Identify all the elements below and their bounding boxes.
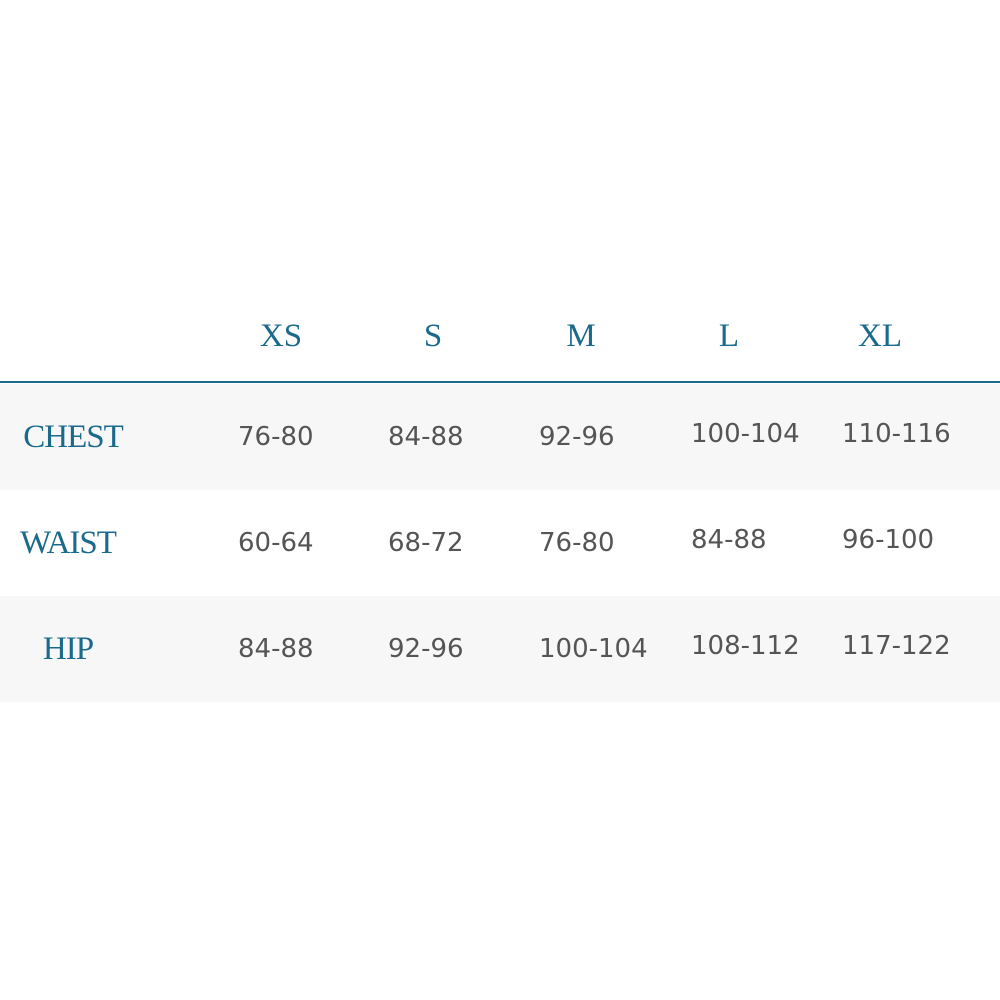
table-cell: 84-88 — [388, 422, 464, 452]
table-cell: 96-100 — [842, 525, 935, 555]
table-cell: 60-64 — [238, 528, 314, 558]
table-cell: 76-80 — [539, 528, 615, 558]
table-cell: 110-116 — [842, 419, 951, 449]
size-header-l: L — [718, 318, 740, 354]
table-cell: 100-104 — [691, 419, 800, 449]
row-label: CHEST — [23, 419, 124, 455]
table-row-waist: WAIST 60-64 68-72 76-80 84-88 96-100 — [0, 490, 1000, 596]
table-row-hip: HIP 84-88 92-96 100-104 108-112 117-122 — [0, 596, 1000, 702]
table-cell: 84-88 — [238, 634, 314, 664]
size-header-s: S — [423, 318, 443, 354]
size-header-xl: XL — [858, 318, 902, 354]
table-row-chest: CHEST 76-80 84-88 92-96 100-104 110-116 — [0, 384, 1000, 490]
table-cell: 100-104 — [539, 634, 648, 664]
table-cell: 92-96 — [388, 634, 464, 664]
table-cell: 117-122 — [842, 631, 951, 661]
row-label: HIP — [42, 631, 94, 667]
size-header-xs: XS — [259, 318, 303, 354]
row-label: WAIST — [20, 525, 117, 561]
header-divider — [0, 381, 1000, 383]
size-header-m: M — [566, 318, 596, 354]
table-cell: 84-88 — [691, 525, 767, 555]
table-cell: 76-80 — [238, 422, 314, 452]
table-cell: 68-72 — [388, 528, 464, 558]
table-cell: 108-112 — [691, 631, 800, 661]
table-cell: 92-96 — [539, 422, 615, 452]
